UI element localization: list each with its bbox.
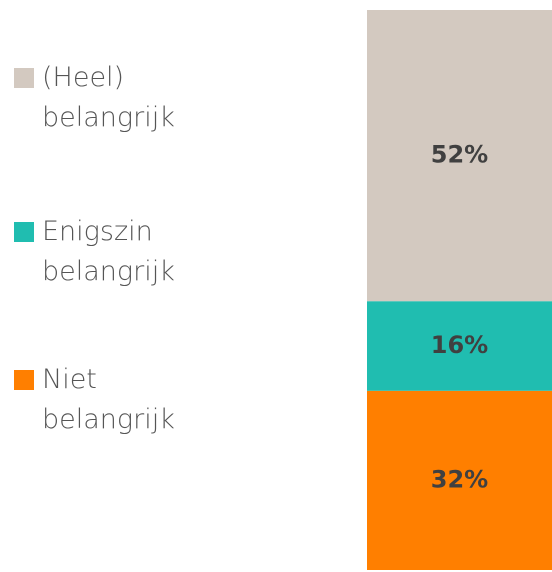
- data-label: 16%: [431, 331, 488, 359]
- legend-label: (Heel) belangrijk: [42, 62, 175, 133]
- legend-swatch: [14, 68, 34, 88]
- legend-item: Enigszin belangrijk: [14, 212, 202, 292]
- legend-swatch: [14, 370, 34, 390]
- bar-segment: [367, 10, 552, 302]
- legend-label: Niet belangrijk: [42, 364, 175, 435]
- data-label: 52%: [431, 141, 488, 169]
- bar-segment: [367, 390, 552, 570]
- legend-item: (Heel) belangrijk: [14, 58, 202, 138]
- data-label: 32%: [431, 465, 488, 493]
- legend-label: Enigszin belangrijk: [42, 216, 175, 287]
- bar-segment: [367, 301, 552, 391]
- legend-swatch: [14, 222, 34, 242]
- legend-item: Niet belangrijk: [14, 360, 202, 440]
